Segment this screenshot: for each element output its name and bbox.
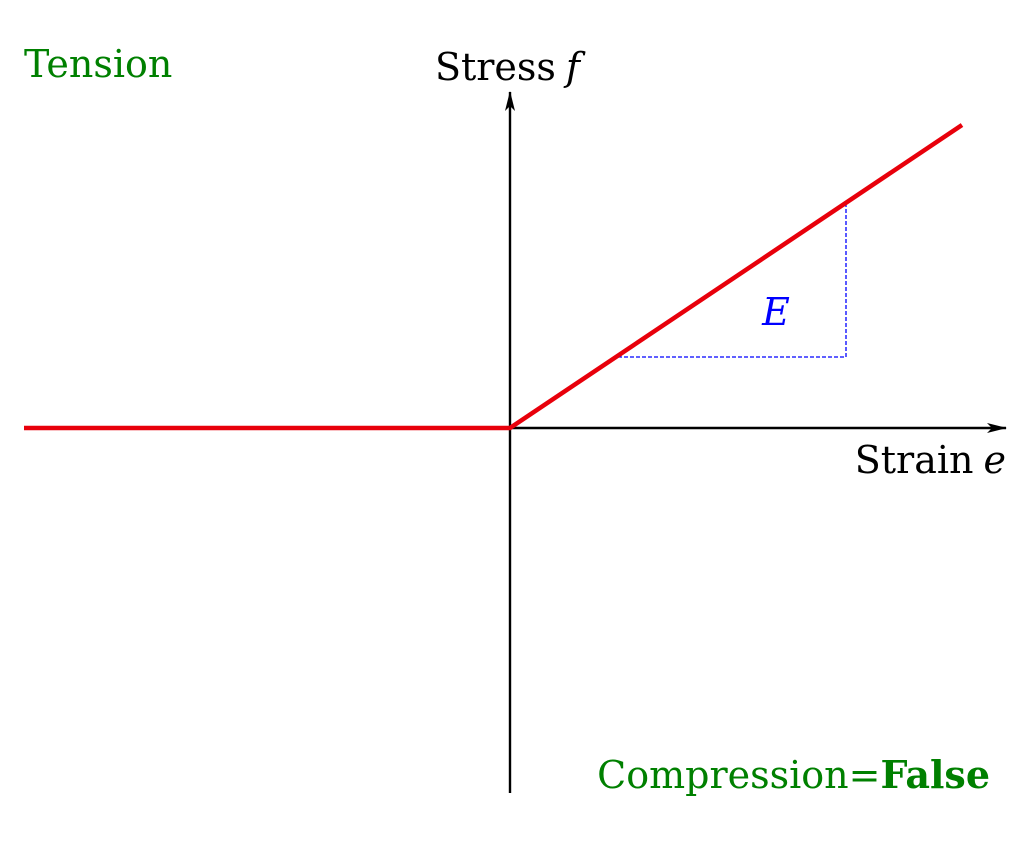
stress-word: Stress <box>435 45 556 89</box>
compression-value: False <box>880 752 990 797</box>
compression-note: Compression=False <box>597 752 990 797</box>
tension-label: Tension <box>24 42 172 86</box>
strain-axis-label: Strain e <box>855 438 1006 482</box>
strain-symbol: e <box>984 438 1007 482</box>
stress-axis-label: Stress f <box>435 45 586 89</box>
modulus-slope-triangle <box>618 205 847 358</box>
stress-symbol: f <box>563 45 586 89</box>
compression-prefix: Compression= <box>597 753 880 797</box>
stress-strain-curve <box>24 123 964 431</box>
modulus-label: E <box>761 290 790 334</box>
strain-word: Strain <box>855 438 974 482</box>
